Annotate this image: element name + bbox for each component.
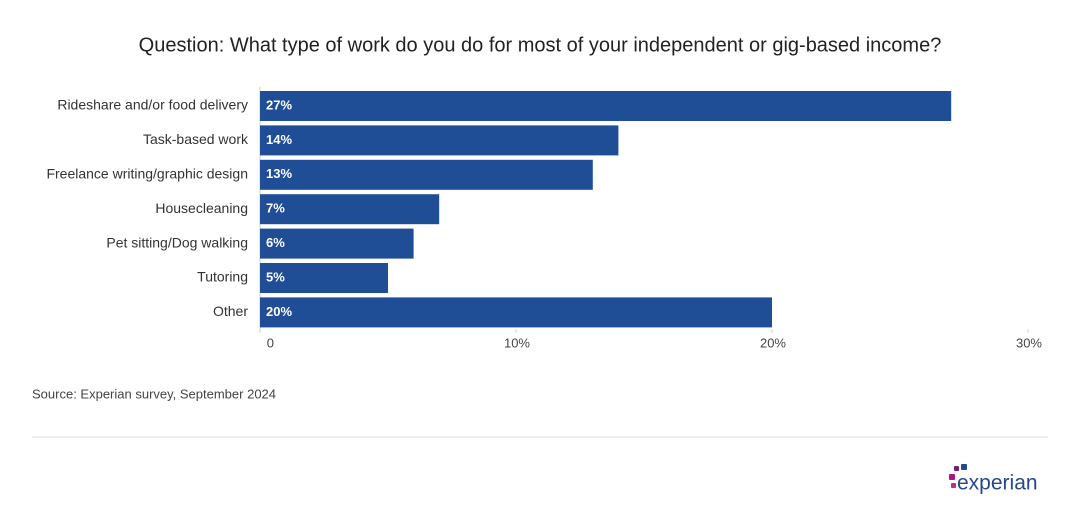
bar — [260, 125, 619, 156]
x-tick-label: 10% — [504, 335, 530, 350]
bar — [260, 297, 772, 328]
x-tick-label: 30% — [1016, 335, 1042, 350]
x-tick-label: 0 — [267, 335, 274, 350]
value-label: 27% — [266, 97, 292, 112]
chart-title: Question: What type of work do you do fo… — [139, 34, 942, 56]
bar — [260, 194, 440, 225]
logo: experian — [957, 472, 1038, 495]
value-label: 7% — [266, 201, 285, 216]
value-label: 14% — [266, 132, 292, 147]
bar — [260, 159, 593, 190]
y-tick-label: Tutoring — [197, 269, 248, 285]
y-tick-label: Rideshare and/or food delivery — [57, 97, 248, 113]
value-label: 6% — [266, 235, 285, 250]
bar — [260, 263, 388, 293]
y-tick-label: Other — [213, 303, 248, 319]
bar — [260, 228, 414, 259]
y-tick-label: Pet sitting/Dog walking — [106, 234, 248, 250]
logo-icon — [949, 464, 967, 488]
y-tick-label: Freelance writing/graphic design — [46, 166, 248, 182]
y-tick-label: Housecleaning — [155, 200, 248, 216]
source: Source: Experian survey, September 2024 — [32, 386, 276, 401]
bar — [260, 91, 952, 121]
y-tick-label: Task-based work — [143, 131, 249, 147]
x-tick-label: 20% — [760, 335, 786, 350]
value-label: 5% — [266, 269, 285, 284]
value-label: 13% — [266, 166, 292, 181]
value-label: 20% — [266, 304, 292, 319]
